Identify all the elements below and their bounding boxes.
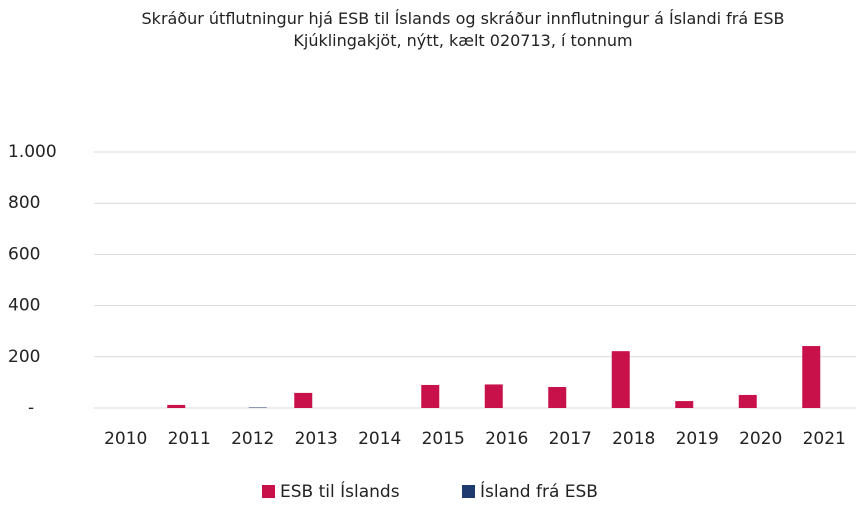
y-tick-label: 800 bbox=[8, 193, 40, 213]
legend-label: Ísland frá ESB bbox=[480, 480, 598, 502]
bar bbox=[611, 351, 630, 408]
x-tick-label: 2010 bbox=[104, 429, 147, 449]
bar bbox=[484, 384, 503, 408]
y-tick-label: 400 bbox=[8, 296, 40, 316]
bar bbox=[802, 346, 821, 408]
x-tick-label: 2013 bbox=[295, 429, 338, 449]
x-tick-label: 2020 bbox=[739, 429, 782, 449]
bar bbox=[738, 394, 757, 408]
x-tick-label: 2018 bbox=[612, 429, 655, 449]
x-tick-label: 2021 bbox=[803, 429, 846, 449]
chart-title: Skráður útflutningur hjá ESB til Íslands… bbox=[141, 9, 785, 28]
bar bbox=[294, 392, 313, 408]
legend-swatch bbox=[462, 485, 475, 498]
bar bbox=[548, 387, 567, 408]
x-tick-label: 2015 bbox=[422, 429, 465, 449]
y-tick-label: 600 bbox=[8, 244, 40, 264]
y-tick-label: 1.000 bbox=[8, 142, 57, 162]
bar bbox=[675, 401, 694, 408]
header: Skráður útflutningur hjá ESB til Íslands… bbox=[93, 8, 833, 52]
bar bbox=[167, 404, 186, 408]
bar bbox=[248, 407, 267, 408]
bar bbox=[421, 384, 440, 408]
y-tick-label: 200 bbox=[8, 347, 40, 367]
y-tick-label: - bbox=[28, 398, 34, 418]
chart-subtitle: Kjúklingakjöt, nýtt, kælt 020713, í tonn… bbox=[293, 31, 633, 50]
x-tick-label: 2019 bbox=[676, 429, 719, 449]
x-tick-label: 2012 bbox=[231, 429, 274, 449]
x-tick-label: 2016 bbox=[485, 429, 528, 449]
legend-label: ESB til Íslands bbox=[280, 480, 400, 502]
x-tick-label: 2017 bbox=[549, 429, 592, 449]
legend-swatch bbox=[262, 485, 275, 498]
x-tick-label: 2014 bbox=[358, 429, 401, 449]
x-tick-label: 2011 bbox=[168, 429, 211, 449]
